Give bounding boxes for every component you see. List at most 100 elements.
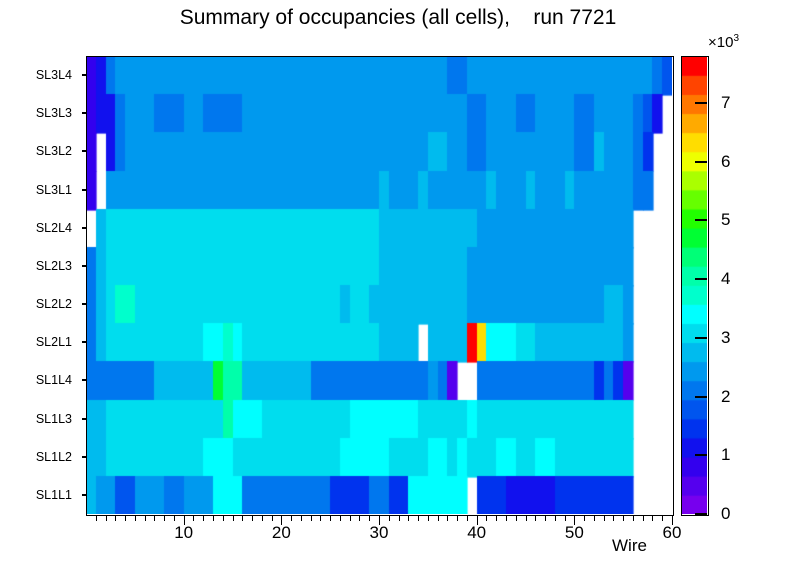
x-axis-minor-tick	[350, 515, 351, 521]
y-axis-label: SL3L3	[35, 106, 72, 121]
x-axis-minor-tick	[203, 515, 204, 521]
x-axis-major-tick	[477, 515, 478, 525]
y-axis-label: SL2L4	[35, 220, 72, 235]
x-axis-minor-tick	[115, 515, 116, 521]
x-axis-minor-tick	[311, 515, 312, 521]
z-axis-tick-label: 1	[721, 445, 731, 465]
x-axis-minor-tick	[125, 515, 126, 521]
x-axis-minor-tick	[301, 515, 302, 521]
z-axis-tick	[695, 336, 707, 339]
x-axis-tick-label: 30	[369, 523, 389, 542]
color-scale-axis: 0 1 2 3 4 5 6 7	[695, 56, 767, 523]
page-title: Summary of occupancies (all cells), run …	[179, 6, 617, 29]
z-axis-tick	[695, 513, 707, 515]
y-axis-label: SL1L1	[35, 487, 72, 502]
z-exponent-power: 3	[733, 33, 740, 44]
x-axis-minor-tick	[613, 515, 614, 521]
x-axis-minor-tick	[447, 515, 448, 521]
x-axis-major-tick	[574, 515, 575, 525]
x-axis-minor-tick	[594, 515, 595, 521]
x-axis-minor-tick	[662, 515, 663, 521]
x-axis-major-tick	[281, 515, 282, 525]
x-axis-minor-tick	[233, 515, 234, 521]
color-scale-canvas	[681, 56, 707, 514]
x-axis-title: Wire	[612, 536, 647, 555]
x-axis-tick-label: 60	[662, 523, 682, 542]
x-axis-minor-tick	[213, 515, 214, 521]
x-axis-minor-tick	[535, 515, 536, 521]
x-axis-minor-tick	[555, 515, 556, 521]
z-axis-tick-label: 7	[721, 92, 731, 112]
x-axis-minor-tick	[291, 515, 292, 521]
x-axis-minor-tick	[565, 515, 566, 521]
x-axis-minor-tick	[604, 515, 605, 521]
heatmap-canvas[interactable]	[86, 56, 672, 514]
x-axis-minor-tick	[486, 515, 487, 521]
x-axis-minor-tick	[438, 515, 439, 521]
x-axis-minor-tick	[320, 515, 321, 521]
x-axis-minor-tick	[584, 515, 585, 521]
y-axis-label: SL2L2	[35, 297, 72, 312]
z-axis-tick	[695, 219, 707, 222]
z-axis-tick-label: 3	[721, 327, 731, 347]
x-axis-minor-tick	[223, 515, 224, 521]
x-axis-major-tick	[672, 515, 673, 525]
z-axis-tick	[695, 454, 707, 457]
x-axis-minor-tick	[389, 515, 390, 521]
x-axis-minor-tick	[262, 515, 263, 521]
x-axis-minor-tick	[106, 515, 107, 521]
z-axis-tick-label: 5	[721, 210, 731, 230]
x-axis-minor-tick	[96, 515, 97, 521]
color-scale	[681, 56, 707, 514]
x-axis-minor-tick	[516, 515, 517, 521]
x-axis-minor-tick	[135, 515, 136, 521]
y-axis-label: SL3L2	[35, 144, 72, 159]
x-axis-minor-tick	[330, 515, 331, 521]
x-axis-minor-tick	[545, 515, 546, 521]
x-axis-minor-tick	[272, 515, 273, 521]
x-axis-minor-tick	[174, 515, 175, 521]
y-axis-label: SL1L4	[35, 373, 72, 388]
x-axis-minor-tick	[154, 515, 155, 521]
x-axis-minor-tick	[408, 515, 409, 521]
x-axis-tick-label: 10	[174, 523, 194, 542]
y-axis: SL3L4 SL3L3 SL3L2 SL3L1 SL2L4 SL2L3 SL2L2 SL2L1…	[0, 56, 91, 514]
y-axis-label: SL2L1	[35, 335, 72, 350]
x-axis-minor-tick	[369, 515, 370, 521]
x-axis-minor-tick	[652, 515, 653, 521]
x-axis-minor-tick	[252, 515, 253, 521]
z-axis-tick-label: 6	[721, 151, 731, 171]
y-axis-label: SL1L2	[35, 449, 72, 464]
x-axis-minor-tick	[506, 515, 507, 521]
x-axis-tick-label: 40	[467, 523, 487, 542]
x-axis: 10 20 30 40 50 60	[86, 515, 681, 543]
z-axis-tick-label: 0	[721, 504, 731, 523]
y-axis-label: SL1L3	[35, 411, 72, 426]
y-axis-label: SL3L1	[35, 182, 72, 197]
z-axis-tick	[695, 101, 707, 104]
z-axis-tick	[695, 395, 707, 398]
x-axis-minor-tick	[633, 515, 634, 521]
y-axis-label: SL3L4	[35, 68, 72, 83]
x-axis-major-tick	[379, 515, 380, 525]
z-exponent-mantissa: ×10	[708, 34, 734, 51]
z-axis-tick	[695, 160, 707, 163]
x-axis-minor-tick	[457, 515, 458, 521]
x-axis-minor-tick	[526, 515, 527, 521]
z-exponent-label: ×103	[708, 33, 739, 51]
heatmap-plot[interactable]	[86, 56, 672, 514]
x-axis-major-tick	[184, 515, 185, 525]
x-axis-minor-tick	[399, 515, 400, 521]
x-axis-minor-tick	[467, 515, 468, 521]
x-axis-minor-tick	[496, 515, 497, 521]
z-axis-tick-label: 4	[721, 269, 731, 289]
y-axis-label: SL2L3	[35, 258, 72, 273]
x-axis-minor-tick	[242, 515, 243, 521]
x-axis-minor-tick	[164, 515, 165, 521]
x-axis-tick-label: 20	[271, 523, 291, 542]
x-axis-minor-tick	[623, 515, 624, 521]
x-axis-minor-tick	[193, 515, 194, 521]
z-axis-tick-label: 2	[721, 386, 731, 406]
x-axis-minor-tick	[359, 515, 360, 521]
